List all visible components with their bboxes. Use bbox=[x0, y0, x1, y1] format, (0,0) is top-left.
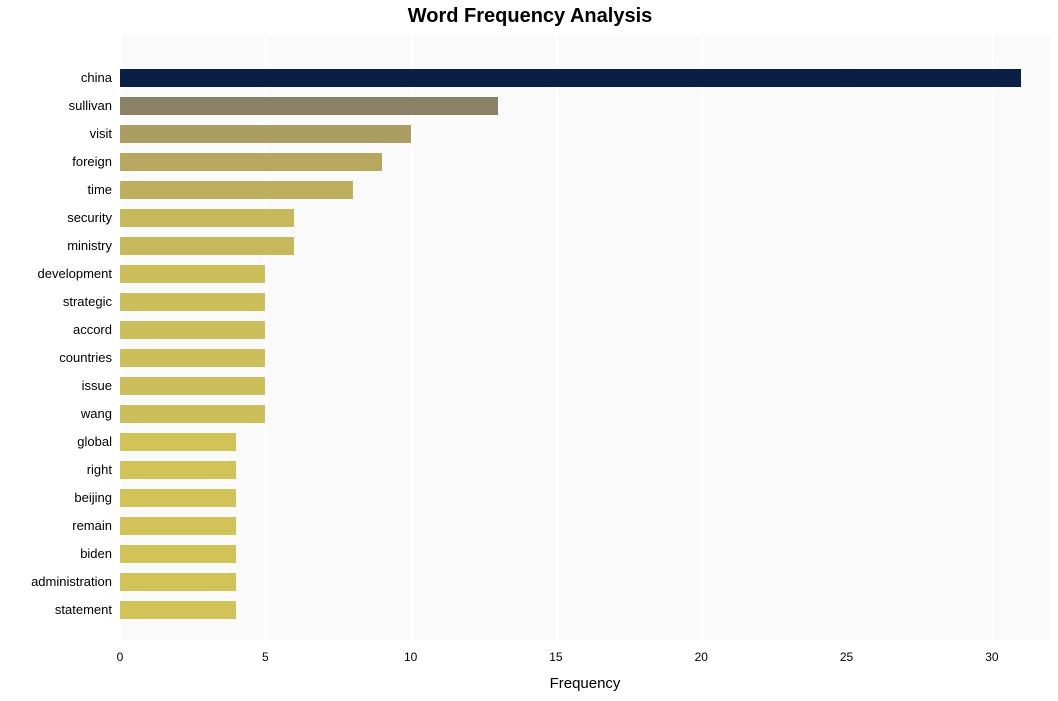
bar bbox=[120, 405, 265, 423]
bar-row: global bbox=[120, 433, 1050, 451]
bar-row: administration bbox=[120, 573, 1050, 591]
bar bbox=[120, 293, 265, 311]
bar bbox=[120, 489, 236, 507]
bar-row: accord bbox=[120, 321, 1050, 339]
bar-row: remain bbox=[120, 517, 1050, 535]
bar bbox=[120, 97, 498, 115]
x-tick-label: 10 bbox=[404, 650, 417, 664]
y-tick-label: ministry bbox=[67, 237, 112, 255]
bar bbox=[120, 573, 236, 591]
x-axis-label: Frequency bbox=[550, 675, 621, 692]
y-tick-label: issue bbox=[82, 377, 112, 395]
y-tick-label: countries bbox=[59, 349, 112, 367]
bar-row: development bbox=[120, 265, 1050, 283]
y-tick-label: beijing bbox=[74, 489, 112, 507]
y-tick-label: time bbox=[87, 181, 112, 199]
bar-row: strategic bbox=[120, 293, 1050, 311]
bar-row: china bbox=[120, 69, 1050, 87]
bar bbox=[120, 545, 236, 563]
bar-row: statement bbox=[120, 601, 1050, 619]
bar-row: issue bbox=[120, 377, 1050, 395]
bar bbox=[120, 517, 236, 535]
y-tick-label: security bbox=[67, 209, 112, 227]
bar bbox=[120, 461, 236, 479]
y-tick-label: statement bbox=[55, 601, 112, 619]
bar-row: wang bbox=[120, 405, 1050, 423]
y-tick-label: remain bbox=[72, 517, 112, 535]
bar-row: ministry bbox=[120, 237, 1050, 255]
chart-container: Word Frequency Analysis 0 5 10 15 20 25 30 chin… bbox=[10, 5, 1050, 695]
y-tick-label: administration bbox=[31, 573, 112, 591]
y-tick-label: sullivan bbox=[69, 97, 112, 115]
x-tick-label: 5 bbox=[262, 650, 269, 664]
bar bbox=[120, 209, 294, 227]
y-tick-label: foreign bbox=[72, 153, 112, 171]
bar-row: visit bbox=[120, 125, 1050, 143]
y-tick-label: accord bbox=[73, 321, 112, 339]
bar bbox=[120, 349, 265, 367]
bar bbox=[120, 153, 382, 171]
x-tick-label: 0 bbox=[117, 650, 124, 664]
bar bbox=[120, 237, 294, 255]
y-tick-label: china bbox=[81, 69, 112, 87]
x-tick-label: 15 bbox=[549, 650, 562, 664]
y-tick-label: wang bbox=[81, 405, 112, 423]
bar-row: foreign bbox=[120, 153, 1050, 171]
y-tick-label: development bbox=[38, 265, 112, 283]
y-tick-label: biden bbox=[80, 545, 112, 563]
y-tick-label: global bbox=[77, 433, 112, 451]
bar bbox=[120, 181, 353, 199]
bar-row: time bbox=[120, 181, 1050, 199]
bar bbox=[120, 69, 1021, 87]
bar bbox=[120, 321, 265, 339]
bar-row: beijing bbox=[120, 489, 1050, 507]
bar-row: right bbox=[120, 461, 1050, 479]
bar-row: security bbox=[120, 209, 1050, 227]
plot-area: 051015202530chinasullivanvisitforeigntim… bbox=[120, 35, 1050, 640]
bar bbox=[120, 433, 236, 451]
x-tick-label: 20 bbox=[695, 650, 708, 664]
y-tick-label: right bbox=[87, 461, 112, 479]
chart-title: Word Frequency Analysis bbox=[10, 5, 1050, 28]
x-tick-label: 30 bbox=[985, 650, 998, 664]
y-tick-label: visit bbox=[90, 125, 112, 143]
bar-row: sullivan bbox=[120, 97, 1050, 115]
bar bbox=[120, 125, 411, 143]
y-tick-label: strategic bbox=[63, 293, 112, 311]
bar bbox=[120, 377, 265, 395]
bar bbox=[120, 601, 236, 619]
bar-row: biden bbox=[120, 545, 1050, 563]
bar-row: countries bbox=[120, 349, 1050, 367]
x-tick-label: 25 bbox=[840, 650, 853, 664]
bar bbox=[120, 265, 265, 283]
